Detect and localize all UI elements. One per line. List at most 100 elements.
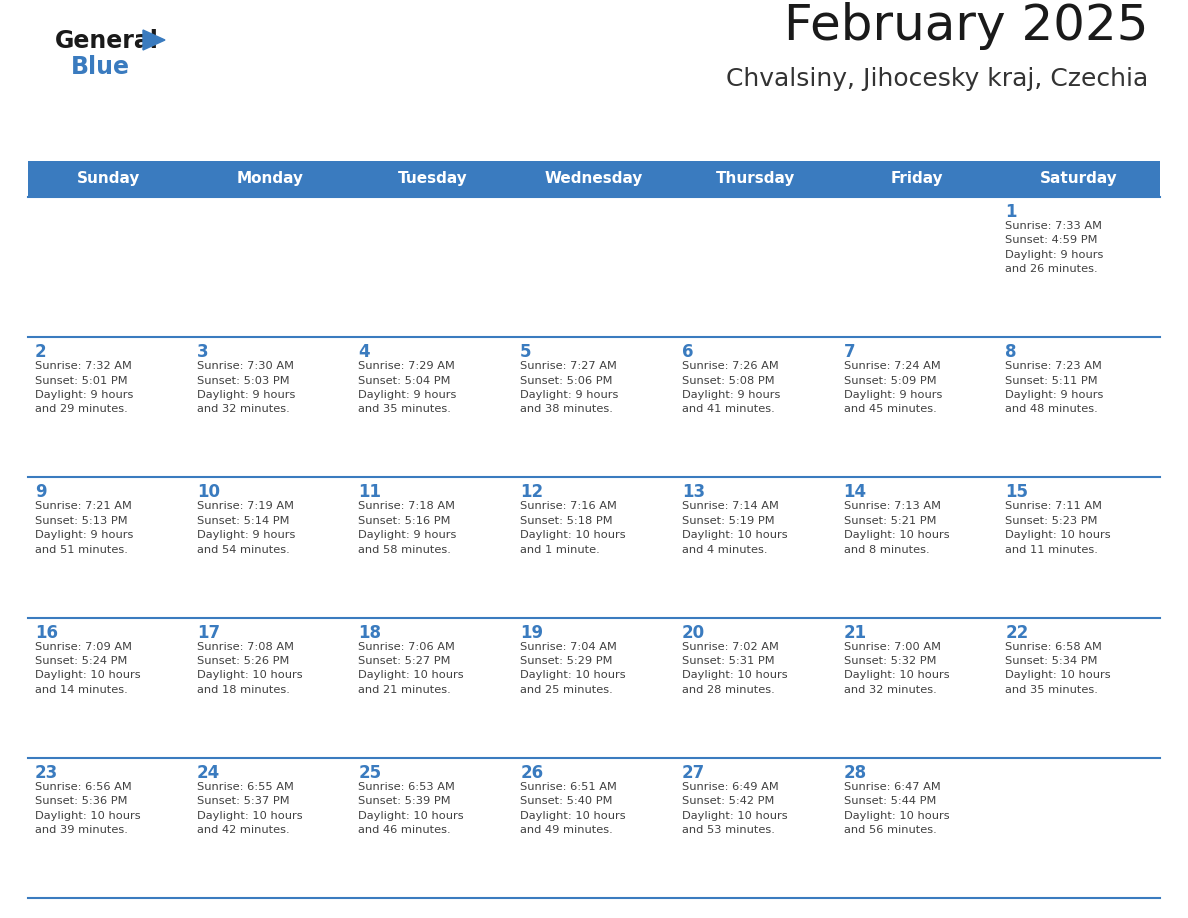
Text: 18: 18: [359, 623, 381, 642]
Text: 22: 22: [1005, 623, 1029, 642]
Text: Tuesday: Tuesday: [398, 172, 467, 186]
Text: 24: 24: [197, 764, 220, 782]
Bar: [29, 337, 190, 477]
Text: Sunrise: 7:14 AM
Sunset: 5:19 PM
Daylight: 10 hours
and 4 minutes.: Sunrise: 7:14 AM Sunset: 5:19 PM Dayligh…: [682, 501, 788, 554]
Text: 14: 14: [843, 484, 867, 501]
Text: Blue: Blue: [71, 55, 129, 79]
Text: Sunrise: 7:29 AM
Sunset: 5:04 PM
Daylight: 9 hours
and 35 minutes.: Sunrise: 7:29 AM Sunset: 5:04 PM Dayligh…: [359, 361, 457, 414]
Bar: [352, 337, 513, 477]
Text: Sunrise: 7:21 AM
Sunset: 5:13 PM
Daylight: 9 hours
and 51 minutes.: Sunrise: 7:21 AM Sunset: 5:13 PM Dayligh…: [34, 501, 133, 554]
Bar: [190, 197, 352, 337]
Text: 26: 26: [520, 764, 543, 782]
Text: 1: 1: [1005, 203, 1017, 221]
Text: Sunday: Sunday: [77, 172, 140, 186]
Bar: [190, 757, 352, 898]
Text: 23: 23: [34, 764, 58, 782]
Text: 2: 2: [34, 343, 46, 361]
Text: Sunrise: 7:24 AM
Sunset: 5:09 PM
Daylight: 9 hours
and 45 minutes.: Sunrise: 7:24 AM Sunset: 5:09 PM Dayligh…: [843, 361, 942, 414]
Bar: [675, 477, 836, 618]
Text: Sunrise: 7:23 AM
Sunset: 5:11 PM
Daylight: 9 hours
and 48 minutes.: Sunrise: 7:23 AM Sunset: 5:11 PM Dayligh…: [1005, 361, 1104, 414]
Text: 12: 12: [520, 484, 543, 501]
Text: 10: 10: [197, 484, 220, 501]
Bar: [836, 477, 998, 618]
Text: Sunrise: 7:26 AM
Sunset: 5:08 PM
Daylight: 9 hours
and 41 minutes.: Sunrise: 7:26 AM Sunset: 5:08 PM Dayligh…: [682, 361, 781, 414]
Text: General: General: [55, 29, 159, 53]
Text: 9: 9: [34, 484, 46, 501]
Bar: [29, 161, 1159, 197]
Text: Thursday: Thursday: [716, 172, 796, 186]
Text: Sunrise: 6:49 AM
Sunset: 5:42 PM
Daylight: 10 hours
and 53 minutes.: Sunrise: 6:49 AM Sunset: 5:42 PM Dayligh…: [682, 782, 788, 835]
Bar: [998, 477, 1159, 618]
Bar: [836, 337, 998, 477]
Bar: [190, 618, 352, 757]
Text: 17: 17: [197, 623, 220, 642]
Text: Sunrise: 7:02 AM
Sunset: 5:31 PM
Daylight: 10 hours
and 28 minutes.: Sunrise: 7:02 AM Sunset: 5:31 PM Dayligh…: [682, 642, 788, 695]
Bar: [836, 197, 998, 337]
Bar: [675, 197, 836, 337]
Text: 25: 25: [359, 764, 381, 782]
Text: 6: 6: [682, 343, 694, 361]
Text: Sunrise: 6:47 AM
Sunset: 5:44 PM
Daylight: 10 hours
and 56 minutes.: Sunrise: 6:47 AM Sunset: 5:44 PM Dayligh…: [843, 782, 949, 835]
Text: Wednesday: Wednesday: [545, 172, 643, 186]
Bar: [998, 618, 1159, 757]
Text: 5: 5: [520, 343, 532, 361]
Bar: [675, 757, 836, 898]
Text: Sunrise: 7:11 AM
Sunset: 5:23 PM
Daylight: 10 hours
and 11 minutes.: Sunrise: 7:11 AM Sunset: 5:23 PM Dayligh…: [1005, 501, 1111, 554]
Text: Chvalsiny, Jihocesky kraj, Czechia: Chvalsiny, Jihocesky kraj, Czechia: [726, 67, 1148, 91]
Bar: [675, 618, 836, 757]
Bar: [513, 477, 675, 618]
Bar: [998, 197, 1159, 337]
Text: 3: 3: [197, 343, 208, 361]
Bar: [513, 337, 675, 477]
Text: Sunrise: 7:32 AM
Sunset: 5:01 PM
Daylight: 9 hours
and 29 minutes.: Sunrise: 7:32 AM Sunset: 5:01 PM Dayligh…: [34, 361, 133, 414]
Bar: [29, 477, 190, 618]
Text: 21: 21: [843, 623, 867, 642]
Text: 8: 8: [1005, 343, 1017, 361]
Text: Sunrise: 7:00 AM
Sunset: 5:32 PM
Daylight: 10 hours
and 32 minutes.: Sunrise: 7:00 AM Sunset: 5:32 PM Dayligh…: [843, 642, 949, 695]
Text: Sunrise: 7:06 AM
Sunset: 5:27 PM
Daylight: 10 hours
and 21 minutes.: Sunrise: 7:06 AM Sunset: 5:27 PM Dayligh…: [359, 642, 465, 695]
Text: Sunrise: 7:18 AM
Sunset: 5:16 PM
Daylight: 9 hours
and 58 minutes.: Sunrise: 7:18 AM Sunset: 5:16 PM Dayligh…: [359, 501, 457, 554]
Bar: [836, 757, 998, 898]
Text: Sunrise: 7:08 AM
Sunset: 5:26 PM
Daylight: 10 hours
and 18 minutes.: Sunrise: 7:08 AM Sunset: 5:26 PM Dayligh…: [197, 642, 302, 695]
Bar: [29, 197, 190, 337]
Text: 20: 20: [682, 623, 704, 642]
Bar: [998, 757, 1159, 898]
Bar: [29, 618, 190, 757]
Bar: [190, 337, 352, 477]
Text: Sunrise: 7:09 AM
Sunset: 5:24 PM
Daylight: 10 hours
and 14 minutes.: Sunrise: 7:09 AM Sunset: 5:24 PM Dayligh…: [34, 642, 140, 695]
Bar: [513, 757, 675, 898]
Text: 13: 13: [682, 484, 704, 501]
Bar: [513, 618, 675, 757]
Text: Sunrise: 6:53 AM
Sunset: 5:39 PM
Daylight: 10 hours
and 46 minutes.: Sunrise: 6:53 AM Sunset: 5:39 PM Dayligh…: [359, 782, 465, 835]
Text: Sunrise: 6:55 AM
Sunset: 5:37 PM
Daylight: 10 hours
and 42 minutes.: Sunrise: 6:55 AM Sunset: 5:37 PM Dayligh…: [197, 782, 302, 835]
Text: Sunrise: 7:19 AM
Sunset: 5:14 PM
Daylight: 9 hours
and 54 minutes.: Sunrise: 7:19 AM Sunset: 5:14 PM Dayligh…: [197, 501, 295, 554]
Text: 7: 7: [843, 343, 855, 361]
Text: Friday: Friday: [891, 172, 943, 186]
Bar: [190, 477, 352, 618]
Text: Monday: Monday: [238, 172, 304, 186]
Text: 4: 4: [359, 343, 369, 361]
Text: Saturday: Saturday: [1041, 172, 1118, 186]
Text: 11: 11: [359, 484, 381, 501]
Text: 15: 15: [1005, 484, 1029, 501]
Bar: [352, 197, 513, 337]
Text: 28: 28: [843, 764, 867, 782]
Text: Sunrise: 7:13 AM
Sunset: 5:21 PM
Daylight: 10 hours
and 8 minutes.: Sunrise: 7:13 AM Sunset: 5:21 PM Dayligh…: [843, 501, 949, 554]
Polygon shape: [143, 30, 165, 50]
Text: Sunrise: 6:51 AM
Sunset: 5:40 PM
Daylight: 10 hours
and 49 minutes.: Sunrise: 6:51 AM Sunset: 5:40 PM Dayligh…: [520, 782, 626, 835]
Bar: [352, 477, 513, 618]
Bar: [675, 337, 836, 477]
Text: 19: 19: [520, 623, 543, 642]
Text: Sunrise: 6:58 AM
Sunset: 5:34 PM
Daylight: 10 hours
and 35 minutes.: Sunrise: 6:58 AM Sunset: 5:34 PM Dayligh…: [1005, 642, 1111, 695]
Bar: [352, 618, 513, 757]
Text: Sunrise: 7:30 AM
Sunset: 5:03 PM
Daylight: 9 hours
and 32 minutes.: Sunrise: 7:30 AM Sunset: 5:03 PM Dayligh…: [197, 361, 295, 414]
Text: Sunrise: 7:33 AM
Sunset: 4:59 PM
Daylight: 9 hours
and 26 minutes.: Sunrise: 7:33 AM Sunset: 4:59 PM Dayligh…: [1005, 221, 1104, 274]
Text: Sunrise: 6:56 AM
Sunset: 5:36 PM
Daylight: 10 hours
and 39 minutes.: Sunrise: 6:56 AM Sunset: 5:36 PM Dayligh…: [34, 782, 140, 835]
Text: 16: 16: [34, 623, 58, 642]
Bar: [998, 337, 1159, 477]
Text: Sunrise: 7:27 AM
Sunset: 5:06 PM
Daylight: 9 hours
and 38 minutes.: Sunrise: 7:27 AM Sunset: 5:06 PM Dayligh…: [520, 361, 619, 414]
Bar: [29, 757, 190, 898]
Text: Sunrise: 7:16 AM
Sunset: 5:18 PM
Daylight: 10 hours
and 1 minute.: Sunrise: 7:16 AM Sunset: 5:18 PM Dayligh…: [520, 501, 626, 554]
Text: Sunrise: 7:04 AM
Sunset: 5:29 PM
Daylight: 10 hours
and 25 minutes.: Sunrise: 7:04 AM Sunset: 5:29 PM Dayligh…: [520, 642, 626, 695]
Bar: [513, 197, 675, 337]
